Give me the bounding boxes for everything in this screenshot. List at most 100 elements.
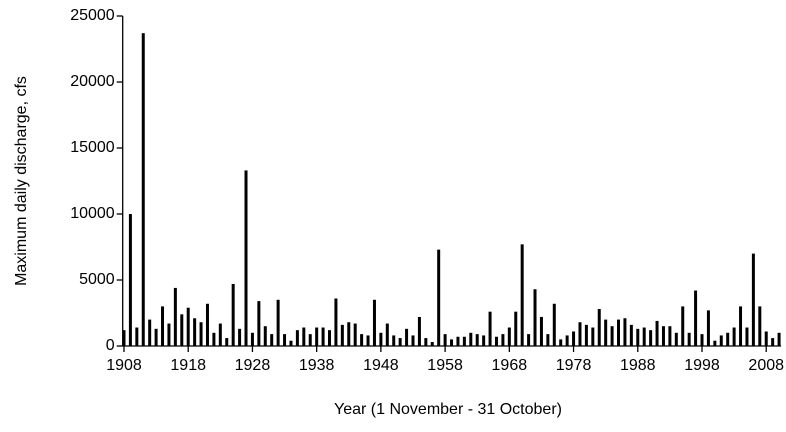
bar: [360, 334, 364, 346]
bar: [514, 311, 518, 346]
bar: [193, 318, 197, 346]
bar: [655, 320, 659, 346]
y-axis-title: Maximum daily discharge, cfs: [13, 76, 30, 286]
bar: [591, 327, 595, 346]
bar: [610, 326, 614, 346]
bar: [417, 316, 421, 346]
bar: [334, 298, 338, 346]
bar: [649, 330, 653, 346]
bar: [578, 322, 582, 346]
x-axis-title: Year (1 November - 31 October): [334, 401, 562, 418]
bar: [315, 327, 319, 346]
bar: [180, 314, 184, 346]
bar: [507, 327, 511, 346]
y-tick-label: 25000: [70, 7, 115, 24]
bar: [469, 332, 473, 346]
bar: [546, 334, 550, 346]
bar: [411, 335, 415, 346]
bar: [623, 318, 627, 346]
y-tick-label: 15000: [70, 139, 115, 156]
bar: [482, 335, 486, 346]
bar: [745, 327, 749, 346]
bar: [405, 328, 409, 346]
bar: [764, 331, 768, 346]
bar: [726, 332, 730, 346]
bar: [392, 335, 396, 346]
bar: [565, 335, 569, 346]
bar: [186, 307, 190, 346]
bar: [173, 287, 177, 346]
bar: [719, 335, 723, 346]
bar: [212, 332, 216, 346]
bar: [488, 311, 492, 346]
bar: [128, 214, 132, 346]
bar: [539, 316, 543, 346]
bar: [328, 330, 332, 346]
x-tick-label: 1928: [235, 357, 271, 374]
bar: [263, 326, 267, 346]
x-tick-label: 1998: [684, 357, 720, 374]
bar: [199, 322, 203, 346]
bar: [289, 340, 293, 346]
bar: [501, 334, 505, 346]
bar: [161, 306, 165, 346]
bar: [270, 334, 274, 346]
bar: [700, 334, 704, 346]
bar: [148, 319, 152, 346]
bar: [642, 327, 646, 346]
bar: [494, 336, 498, 346]
bar: [366, 335, 370, 346]
bar: [706, 310, 710, 346]
bar: [437, 249, 441, 346]
bar: [456, 336, 460, 346]
x-tick-label: 1908: [106, 357, 142, 374]
bar: [674, 332, 678, 346]
x-tick-label: 2008: [748, 357, 784, 374]
bar: [777, 332, 781, 346]
bar: [340, 324, 344, 346]
bar: [475, 334, 479, 346]
bar: [552, 303, 556, 346]
x-tick-label: 1988: [620, 357, 656, 374]
bar: [205, 303, 209, 346]
bar: [379, 332, 383, 346]
bar: [430, 342, 434, 346]
bar: [321, 327, 325, 346]
bar: [462, 336, 466, 346]
bar: [167, 323, 171, 346]
bar: [629, 324, 633, 346]
bar: [681, 306, 685, 346]
bar: [758, 306, 762, 346]
x-tick-label: 1978: [556, 357, 592, 374]
bar: [604, 319, 608, 346]
bar: [732, 327, 736, 346]
y-tick-label: 10000: [70, 205, 115, 222]
bar: [527, 334, 531, 346]
bar: [283, 334, 287, 346]
bar: [713, 340, 717, 346]
bar: [597, 309, 601, 346]
y-tick-label: 20000: [70, 73, 115, 90]
bar: [347, 322, 351, 346]
bar: [372, 299, 376, 346]
bar: [668, 326, 672, 346]
bar: [572, 331, 576, 346]
bar: [154, 328, 158, 346]
x-tick-label: 1918: [170, 357, 206, 374]
bar: [584, 324, 588, 346]
bar: [231, 283, 235, 346]
x-tick-label: 1958: [427, 357, 463, 374]
bar: [694, 290, 698, 346]
x-tick-label: 1948: [363, 357, 399, 374]
bar: [533, 289, 537, 346]
bar: [353, 323, 357, 346]
bar: [636, 328, 640, 346]
x-tick-label: 1938: [299, 357, 335, 374]
bar: [450, 339, 454, 346]
bar: [250, 332, 254, 346]
bar: [302, 327, 306, 346]
bar: [559, 339, 563, 346]
bar: [135, 327, 139, 346]
bar: [617, 319, 621, 346]
